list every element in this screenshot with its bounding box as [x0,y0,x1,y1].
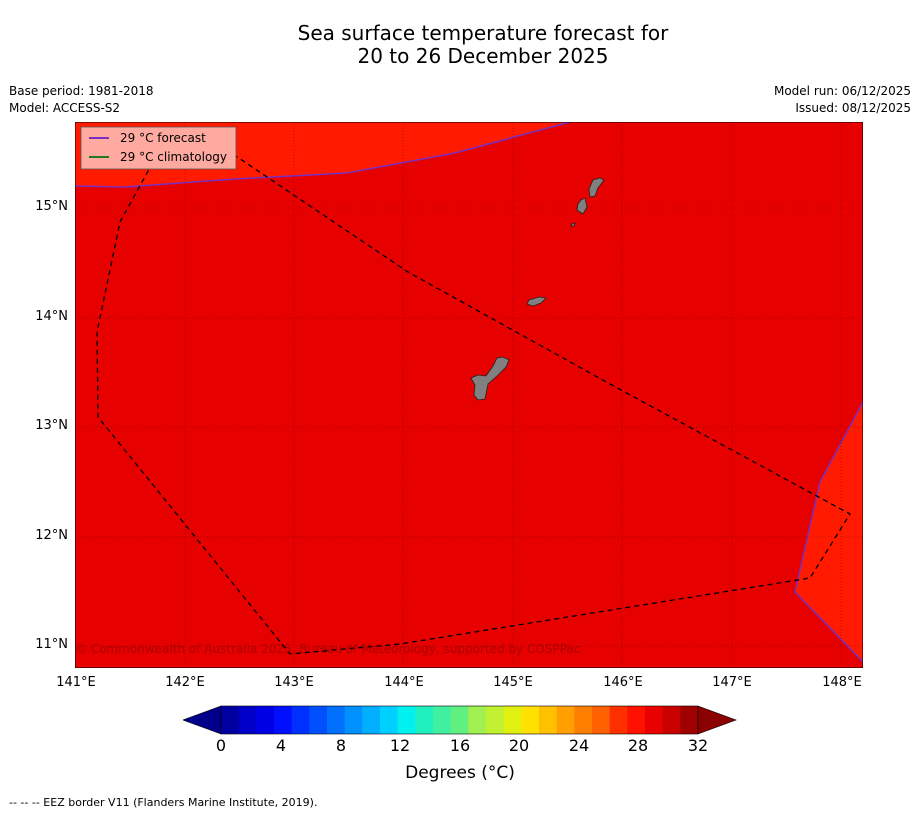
colorbar-segment [539,706,557,734]
lon-label-147e: 147°E [712,675,752,690]
colorbar-segment [503,706,522,734]
colorbar-segments [220,705,699,735]
colorbar-tick-28: 28 [627,736,649,755]
sst-main-field [75,122,863,668]
eez-border [96,143,851,655]
colorbar-segment [680,706,699,734]
lat-label-12n: 12°N [35,528,68,543]
sst-warm-region-east [795,402,863,662]
colorbar [183,705,737,735]
colorbar-segment [256,706,275,734]
lon-label-141e: 141°E [56,675,96,690]
colorbar-segment [344,706,363,734]
colorbar-segment [380,706,398,734]
colorbar-tick-0: 0 [215,736,227,755]
colorbar-under-arrow [183,705,222,735]
lat-label-15n: 15°N [35,199,68,214]
copyright-watermark: © Commonwealth of Australia 2025, Bureau… [75,642,580,656]
colorbar-segment [468,706,487,734]
lon-label-145e: 145°E [493,675,533,690]
colorbar-over-arrow [697,705,737,735]
colorbar-tick-32: 32 [687,736,709,755]
guam-island [470,356,510,401]
lat-label-14n: 14°N [35,309,68,324]
colorbar-segment [662,706,681,734]
colorbar-tick-20: 20 [508,736,530,755]
colorbar-label: Degrees (°C) [405,763,515,783]
eez-footnote: -- -- -- EEZ border V11 (Flanders Marine… [9,796,318,809]
base-period: Base period: 1981-2018 [9,84,154,98]
model-name: Model: ACCESS-S2 [9,101,121,115]
colorbar-segment [238,706,257,734]
forecast-contour-east [794,401,863,663]
rota-island [526,296,547,307]
lon-label-143e: 143°E [274,675,314,690]
saipan-island [588,177,605,198]
colorbar-tick-12: 12 [389,736,411,755]
lon-label-142e: 142°E [165,675,205,690]
lat-label-13n: 13°N [35,418,68,433]
land-islands [470,177,605,401]
colorbar-segment [592,706,610,734]
model-run: Model run: 06/12/2025 [773,84,911,98]
legend-climatology-label: 29 °C climatology [120,150,227,164]
colorbar-segment [309,706,328,734]
lon-label-148e: 148°E [822,675,862,690]
colorbar-segment [450,706,469,734]
map-legend: 29 °C forecast 29 °C climatology [80,126,237,170]
colorbar-segment [556,706,575,734]
colorbar-segment [397,706,416,734]
colorbar-segment [274,706,292,734]
sst-map: 29 °C forecast 29 °C climatology © Commo… [75,122,863,668]
aguijan-island [570,222,576,227]
legend-forecast-label: 29 °C forecast [120,131,206,145]
colorbar-segment [609,706,628,734]
meta-right: Model run: 06/12/2025 Issued: 08/12/2025 [774,83,911,117]
colorbar-segment [291,706,310,734]
tinian-island [576,197,588,215]
colorbar-segment [221,706,239,734]
colorbar-segment [362,706,381,734]
lon-label-144e: 144°E [384,675,424,690]
title-line-1: Sea surface temperature forecast for [297,21,669,45]
colorbar-segment [521,706,540,734]
colorbar-segment [627,706,646,734]
colorbar-segment [327,706,345,734]
colorbar-segment [433,706,451,734]
lat-label-11n: 11°N [35,637,68,652]
graticule [75,122,863,668]
meta-left: Base period: 1981-2018 Model: ACCESS-S2 [9,83,154,117]
colorbar-segment [486,706,504,734]
lon-label-146e: 146°E [603,675,643,690]
issued-date: Issued: 08/12/2025 [795,101,911,115]
title-line-2: 20 to 26 December 2025 [357,44,609,68]
legend-box [80,126,237,170]
colorbar-segment [574,706,593,734]
colorbar-tick-4: 4 [275,736,287,755]
chart-title: Sea surface temperature forecast for 20 … [0,22,919,68]
colorbar-tick-24: 24 [568,736,590,755]
colorbar-tick-8: 8 [335,736,347,755]
colorbar-segment [415,706,434,734]
colorbar-tick-16: 16 [449,736,471,755]
forecast-contour-north [75,122,571,188]
colorbar-segment [645,706,663,734]
